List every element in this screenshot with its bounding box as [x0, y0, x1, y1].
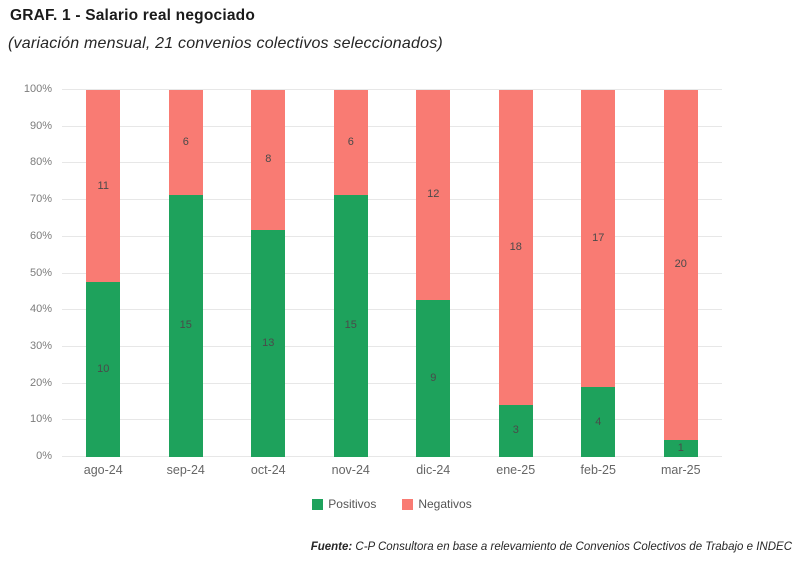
source-label: Fuente:: [310, 541, 353, 553]
segment-value-label: 15: [179, 319, 192, 332]
legend-swatch-icon: [312, 498, 324, 510]
source-note: Fuente: C-P Consultora en base a relevam…: [0, 541, 792, 553]
source-text: C-P Consultora en base a relevamiento de…: [352, 541, 792, 553]
gridline: [62, 125, 722, 127]
legend: Positivos Negativos: [62, 497, 722, 511]
x-tick-label: dic-24: [416, 463, 451, 477]
stacked-bar-feb-25: 17 4: [581, 90, 616, 457]
stacked-bar-oct-24: 8 13: [251, 90, 286, 457]
legend-swatch-icon: [402, 498, 414, 510]
segment-value-label: 13: [262, 336, 275, 349]
segment-value-label: 11: [97, 179, 109, 192]
bar-slot: 11 10: [62, 90, 145, 457]
bar-slot: 17 4: [557, 90, 640, 457]
segment-positivos: 15: [333, 194, 368, 457]
x-tick-label: mar-25: [660, 463, 701, 477]
x-tick-label: oct-24: [250, 463, 286, 477]
chart-subtitle: (variación mensual, 21 convenios colecti…: [8, 35, 443, 52]
segment-positivos: 3: [498, 404, 533, 457]
gridline: [62, 345, 722, 347]
stacked-bar-nov-24: 6 15: [333, 90, 368, 457]
segment-value-label: 17: [592, 232, 605, 245]
segment-value-label: 9: [430, 371, 437, 384]
segment-value-label: 8: [265, 153, 272, 166]
stacked-bar-ene-25: 18 3: [498, 90, 533, 457]
segment-positivos: 13: [251, 229, 286, 457]
gridline: [62, 419, 722, 421]
x-tick-label: sep-24: [166, 463, 205, 477]
y-tick-label: 0%: [36, 450, 52, 462]
gridline: [62, 309, 722, 311]
legend-label: Negativos: [418, 497, 472, 511]
y-tick-label: 20%: [29, 376, 52, 389]
x-tick-label: feb-25: [580, 463, 616, 477]
y-tick-label: 10%: [29, 413, 52, 426]
segment-value-label: 12: [427, 188, 440, 201]
segment-value-label: 20: [674, 258, 687, 271]
stacked-bar-ago-24: 11 10: [86, 90, 121, 457]
segment-value-label: 18: [509, 240, 522, 253]
segment-positivos: 9: [416, 299, 451, 457]
x-tick-label: ene-25: [496, 463, 536, 477]
y-tick-label: 50%: [29, 266, 52, 279]
bar-slot: 18 3: [475, 90, 558, 457]
x-tick-label: ago-24: [83, 463, 123, 477]
segment-negativos: 11: [86, 90, 121, 283]
y-tick-label: 60%: [29, 229, 52, 242]
legend-item-negativos: Negativos: [402, 497, 472, 511]
legend-item-positivos: Positivos: [312, 497, 376, 511]
stacked-bar-dic-24: 12 9: [416, 90, 451, 457]
segment-value-label: 15: [344, 319, 357, 332]
segment-value-label: 1: [677, 441, 684, 454]
segment-negativos: 17: [581, 90, 616, 388]
y-tick-label: 90%: [29, 119, 52, 132]
gridline: [62, 162, 722, 164]
plot-area: 11 10 6 15 8 13 6 15 12 9 18 3 17 4 20 1: [62, 89, 722, 457]
y-tick-label: 40%: [29, 303, 52, 316]
gridline: [62, 272, 722, 274]
segment-positivos: 15: [168, 194, 203, 457]
segment-negativos: 20: [663, 90, 698, 440]
segment-value-label: 3: [512, 424, 519, 437]
segment-positivos: 4: [581, 387, 616, 457]
segment-value-label: 6: [182, 135, 189, 148]
bar-slot: 6 15: [145, 90, 228, 457]
segment-value-label: 10: [97, 363, 110, 376]
x-tick-label: nov-24: [331, 463, 370, 477]
y-tick-label: 100%: [23, 83, 52, 95]
legend-label: Positivos: [328, 497, 377, 511]
gridline: [62, 456, 722, 457]
segment-negativos: 6: [333, 90, 368, 195]
segment-positivos: 1: [663, 439, 698, 457]
y-axis: 0% 10% 20% 30% 40% 50% 60% 70% 80% 90% 100%: [0, 83, 52, 462]
stacked-bar-sep-24: 6 15: [168, 90, 203, 457]
segment-value-label: 4: [595, 415, 602, 428]
y-tick-label: 70%: [29, 193, 52, 206]
y-tick-label: 30%: [29, 339, 52, 352]
stacked-bar-mar-25: 20 1: [663, 90, 698, 457]
chart-title: GRAF. 1 - Salario real negociado: [10, 7, 255, 24]
segment-value-label: 6: [347, 135, 354, 148]
segment-positivos: 10: [86, 282, 121, 457]
segment-negativos: 8: [251, 90, 286, 230]
x-axis: ago-24 sep-24 oct-24 nov-24 dic-24 ene-25 feb-…: [62, 463, 722, 477]
segment-negativos: 12: [416, 90, 451, 300]
gridline: [62, 89, 722, 90]
bar-slot: 20 1: [640, 90, 723, 457]
gridline: [62, 199, 722, 201]
gridline: [62, 235, 722, 237]
bar-slot: 6 15: [310, 90, 393, 457]
segment-negativos: 6: [168, 90, 203, 195]
gridline: [62, 382, 722, 384]
bar-slot: 8 13: [227, 90, 310, 457]
segment-negativos: 18: [498, 90, 533, 405]
y-tick-label: 80%: [29, 156, 52, 169]
bar-slot: 12 9: [392, 90, 475, 457]
bars-area: 11 10 6 15 8 13 6 15 12 9 18 3 17 4 20 1: [62, 90, 722, 457]
